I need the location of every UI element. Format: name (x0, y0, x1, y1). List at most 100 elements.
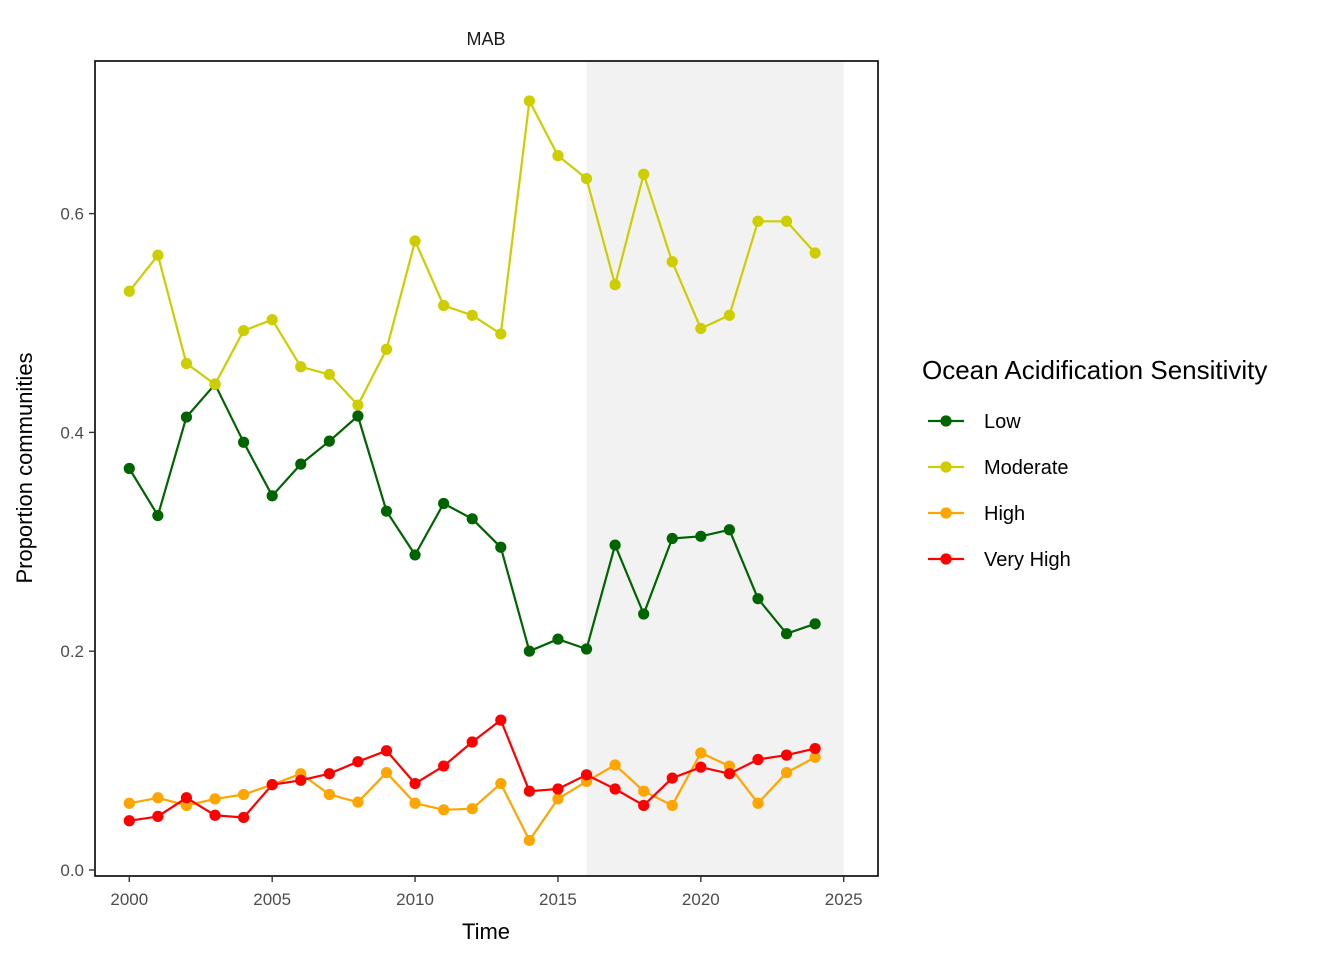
data-point-low-2014 (523, 645, 535, 657)
legend-label: Moderate (984, 457, 1069, 479)
data-point-very-high-2020 (695, 761, 707, 773)
legend-key-point (940, 553, 952, 565)
data-point-low-2001 (152, 509, 164, 522)
data-point-low-2002 (180, 411, 193, 423)
data-point-moderate-2012 (466, 309, 478, 321)
legend-key-point (940, 415, 952, 427)
data-point-moderate-2022 (752, 215, 764, 227)
panel-border (94, 60, 879, 877)
data-point-moderate-2013 (495, 328, 507, 340)
data-point-low-2020 (695, 530, 707, 542)
x-tick-label: 2010 (396, 890, 434, 909)
data-point-very-high-2000 (123, 815, 135, 827)
data-point-moderate-2021 (723, 309, 736, 321)
data-point-high-2022 (752, 797, 764, 809)
axes: 2000 2005 2010 2015 2020 2025 0.0 0.2 0.4 0.6 (60, 60, 879, 909)
x-tick-label: 2000 (110, 890, 148, 909)
data-point-very-high-2024 (809, 742, 821, 755)
data-point-low-2004 (237, 436, 250, 448)
data-point-very-high-2014 (523, 785, 535, 797)
data-point-moderate-2020 (695, 322, 707, 335)
legend-item-low: Low (928, 411, 1021, 433)
data-point-low-2011 (438, 497, 450, 510)
data-point-high-2004 (237, 788, 250, 801)
data-point-low-2006 (295, 458, 307, 470)
data-point-low-2013 (495, 541, 507, 553)
y-axis-title: Proportion communities (12, 352, 37, 583)
data-point-high-2013 (495, 777, 507, 790)
data-point-very-high-2017 (609, 783, 621, 795)
data-point-low-2024 (809, 618, 821, 630)
data-point-very-high-2013 (495, 714, 507, 726)
data-point-very-high-2002 (180, 792, 193, 804)
data-point-high-2020 (695, 747, 707, 759)
data-point-moderate-2016 (580, 173, 593, 185)
legend-label: High (984, 503, 1025, 525)
data-point-high-2024 (809, 751, 821, 763)
data-point-low-2000 (123, 462, 135, 475)
data-point-moderate-2009 (380, 343, 393, 355)
data-point-very-high-2006 (295, 774, 307, 786)
legend-item-moderate: Moderate (928, 457, 1069, 479)
legend-title: Ocean Acidification Sensitivity (922, 355, 1267, 385)
legend-item-very-high: Very High (928, 549, 1071, 571)
data-point-very-high-2007 (323, 768, 335, 780)
data-point-moderate-2006 (295, 361, 307, 373)
data-point-high-2003 (209, 793, 221, 805)
data-point-moderate-2010 (409, 235, 421, 247)
data-point-low-2021 (723, 524, 736, 536)
data-point-high-2009 (380, 767, 393, 779)
data-point-high-2010 (409, 797, 421, 809)
legend-label: Low (984, 411, 1021, 433)
data-point-very-high-2015 (552, 783, 564, 795)
data-point-low-2018 (638, 608, 650, 620)
legend-label: Very High (984, 549, 1071, 571)
data-point-high-2012 (466, 803, 478, 815)
data-point-very-high-2009 (380, 745, 393, 757)
data-point-moderate-2018 (638, 168, 650, 180)
data-point-high-2018 (638, 785, 650, 797)
x-tick-label: 2025 (825, 890, 863, 909)
data-point-low-2019 (666, 532, 678, 545)
x-tick-label: 2015 (539, 890, 577, 909)
plot-area (95, 61, 878, 876)
legend-key-point (940, 461, 952, 473)
data-point-very-high-2019 (666, 772, 678, 784)
data-point-high-2019 (666, 799, 678, 812)
data-point-low-2016 (580, 643, 593, 655)
data-point-low-2010 (409, 549, 421, 561)
data-point-very-high-2018 (638, 799, 650, 812)
data-point-very-high-2008 (352, 756, 364, 768)
data-point-low-2008 (352, 410, 364, 422)
data-point-high-2011 (438, 804, 450, 816)
x-tick-label: 2020 (682, 890, 720, 909)
y-tick-label: 0.6 (60, 205, 84, 224)
data-point-very-high-2003 (209, 809, 221, 821)
data-point-moderate-2004 (237, 325, 250, 337)
data-point-moderate-2002 (180, 357, 193, 370)
data-point-high-2023 (780, 767, 793, 779)
data-point-high-2014 (523, 834, 535, 847)
data-point-moderate-2015 (552, 150, 564, 162)
y-tick-label: 0.2 (60, 642, 84, 661)
data-point-very-high-2016 (580, 769, 593, 781)
legend-item-high: High (928, 503, 1025, 525)
data-point-moderate-2000 (123, 285, 135, 297)
y-tick-label: 0.4 (60, 423, 84, 442)
data-point-high-2008 (352, 796, 364, 808)
data-point-very-high-2011 (438, 760, 450, 772)
legend: Ocean Acidification Sensitivity Low Moder… (922, 355, 1267, 571)
x-tick-label: 2005 (253, 890, 291, 909)
data-point-low-2005 (266, 490, 278, 502)
data-point-low-2015 (552, 633, 564, 645)
data-point-very-high-2005 (266, 779, 278, 791)
data-point-moderate-2024 (809, 247, 821, 259)
data-point-low-2007 (323, 435, 335, 447)
legend-key-point (940, 507, 952, 519)
data-point-very-high-2021 (723, 768, 736, 780)
data-point-high-2017 (609, 759, 621, 771)
data-point-moderate-2014 (523, 95, 535, 107)
data-point-very-high-2001 (152, 810, 164, 822)
y-tick-label: 0.0 (60, 861, 84, 880)
